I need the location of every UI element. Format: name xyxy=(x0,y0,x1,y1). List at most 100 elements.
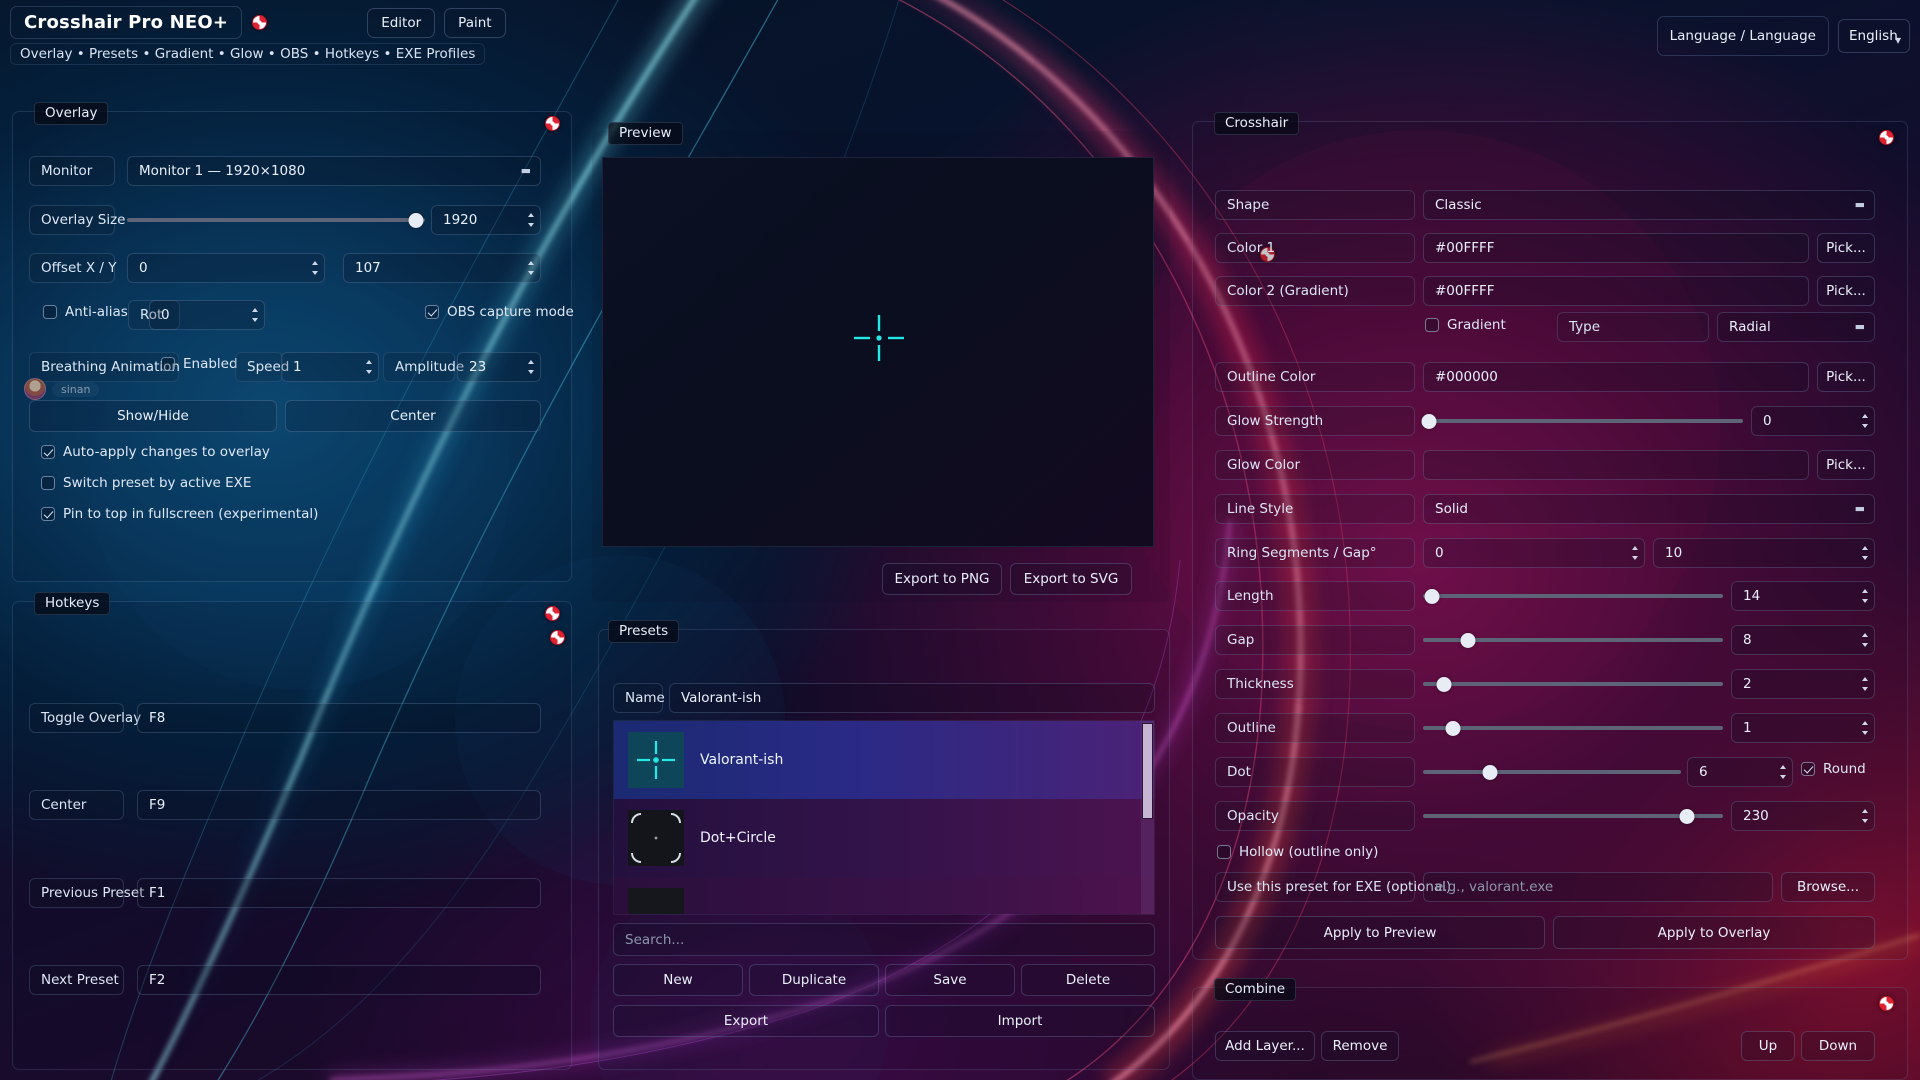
move-layer-down-button[interactable]: Down xyxy=(1801,1031,1875,1061)
color2-pick-button[interactable]: Pick... xyxy=(1817,276,1875,306)
monitor-select[interactable]: Monitor 1 — 1920×1080 ▬ xyxy=(127,156,541,186)
outline-slider[interactable] xyxy=(1423,713,1723,743)
hotkey-input-toggle-overlay[interactable]: F8 xyxy=(137,703,541,733)
apply-to-preview-button[interactable]: Apply to Preview xyxy=(1215,916,1545,949)
list-item-blank[interactable] xyxy=(614,877,1154,914)
ring-segments-input[interactable]: 0 xyxy=(1423,538,1645,568)
stepper-down-icon[interactable] xyxy=(1780,775,1786,779)
browse-button[interactable]: Browse... xyxy=(1781,872,1875,902)
line-style-select[interactable]: Solid ▬ xyxy=(1423,494,1875,524)
preset-delete-button[interactable]: Delete xyxy=(1021,964,1155,996)
export-svg-button[interactable]: Export to SVG xyxy=(1010,563,1132,595)
hotkeys-panel-pin-icon[interactable] xyxy=(545,606,560,621)
gradient-type-select[interactable]: Radial ▬ xyxy=(1717,312,1875,342)
antialias-checkbox[interactable]: Anti-alias xyxy=(43,304,128,320)
stepper-down-icon[interactable] xyxy=(1632,556,1638,560)
presets-panel-pin-icon[interactable] xyxy=(550,630,565,645)
auto-apply-checkbox[interactable]: Auto-apply changes to overlay xyxy=(41,444,270,460)
color1-pick-button[interactable]: Pick... xyxy=(1817,233,1875,263)
dot-input[interactable]: 6 xyxy=(1687,757,1793,787)
preset-search-input[interactable]: Search... xyxy=(613,923,1155,956)
preview-canvas[interactable] xyxy=(602,157,1154,547)
opacity-slider[interactable] xyxy=(1423,801,1723,831)
opacity-input[interactable]: 230 xyxy=(1731,801,1875,831)
gap-input[interactable]: 8 xyxy=(1731,625,1875,655)
dot-slider[interactable] xyxy=(1423,757,1681,787)
rot-input[interactable]: 0 xyxy=(149,300,265,330)
glow-color-input[interactable] xyxy=(1423,450,1809,480)
preset-duplicate-button[interactable]: Duplicate xyxy=(749,964,879,996)
stepper-up-icon[interactable] xyxy=(1632,546,1638,550)
color2-input[interactable]: #00FFFF xyxy=(1423,276,1809,306)
exe-preset-input[interactable]: e.g., valorant.exe xyxy=(1423,872,1773,902)
color1-input[interactable]: #00FFFF xyxy=(1423,233,1809,263)
tab-paint[interactable]: Paint xyxy=(444,7,506,38)
stepper-down-icon[interactable] xyxy=(1862,687,1868,691)
amplitude-input[interactable]: 23 xyxy=(457,352,541,382)
slider-knob[interactable] xyxy=(1460,632,1476,648)
stepper-down-icon[interactable] xyxy=(252,318,258,322)
apply-to-overlay-button[interactable]: Apply to Overlay xyxy=(1553,916,1875,949)
stepper-up-icon[interactable] xyxy=(1862,721,1868,725)
stepper-down-icon[interactable] xyxy=(528,271,534,275)
stepper-down-icon[interactable] xyxy=(1862,599,1868,603)
slider-knob[interactable] xyxy=(1482,764,1498,780)
stepper-down-icon[interactable] xyxy=(366,370,372,374)
round-checkbox[interactable]: Round xyxy=(1801,761,1866,777)
slider-knob[interactable] xyxy=(1679,808,1695,824)
combine-panel-pin-icon[interactable] xyxy=(1879,996,1894,1011)
stepper-up-icon[interactable] xyxy=(1862,677,1868,681)
center-button[interactable]: Center xyxy=(285,400,541,432)
stepper-down-icon[interactable] xyxy=(528,223,534,227)
slider-knob[interactable] xyxy=(1436,676,1452,692)
stepper-down-icon[interactable] xyxy=(1862,731,1868,735)
stepper-up-icon[interactable] xyxy=(528,261,534,265)
overlay-panel-pin-icon[interactable] xyxy=(545,116,560,131)
stepper-down-icon[interactable] xyxy=(528,370,534,374)
move-layer-up-button[interactable]: Up xyxy=(1741,1031,1795,1061)
stepper-up-icon[interactable] xyxy=(1862,633,1868,637)
stepper-up-icon[interactable] xyxy=(1862,809,1868,813)
stepper-down-icon[interactable] xyxy=(1862,819,1868,823)
list-item-valorant-ish[interactable]: Valorant-ish xyxy=(614,721,1154,799)
switch-preset-checkbox[interactable]: Switch preset by active EXE xyxy=(41,475,251,491)
gradient-checkbox[interactable]: Gradient xyxy=(1425,317,1506,333)
pin-top-checkbox[interactable]: Pin to top in fullscreen (experimental) xyxy=(41,506,318,522)
length-slider[interactable] xyxy=(1423,581,1723,611)
thickness-slider[interactable] xyxy=(1423,669,1723,699)
slider-knob[interactable] xyxy=(1421,413,1437,429)
preset-import-button[interactable]: Import xyxy=(885,1005,1155,1037)
stepper-up-icon[interactable] xyxy=(312,261,318,265)
scrollbar-thumb[interactable] xyxy=(1142,723,1153,819)
preset-list[interactable]: Valorant-ish Dot+Circle xyxy=(613,720,1155,915)
preset-name-input[interactable]: Valorant-ish xyxy=(669,683,1155,713)
stepper-up-icon[interactable] xyxy=(528,360,534,364)
offset-x-input[interactable]: 0 xyxy=(127,253,325,283)
stepper-up-icon[interactable] xyxy=(252,308,258,312)
glow-strength-slider[interactable] xyxy=(1421,406,1743,436)
hotkey-input-next-preset[interactable]: F2 xyxy=(137,965,541,995)
outline-color-pick-button[interactable]: Pick... xyxy=(1817,362,1875,392)
preset-save-button[interactable]: Save xyxy=(885,964,1015,996)
outline-color-input[interactable]: #000000 xyxy=(1423,362,1809,392)
stepper-down-icon[interactable] xyxy=(312,271,318,275)
thickness-input[interactable]: 2 xyxy=(1731,669,1875,699)
breathing-enabled-checkbox[interactable]: Enabled xyxy=(161,356,238,372)
language-select[interactable]: English ▾ xyxy=(1838,19,1910,53)
outline-input[interactable]: 1 xyxy=(1731,713,1875,743)
ring-gap-input[interactable]: 10 xyxy=(1653,538,1875,568)
stepper-down-icon[interactable] xyxy=(1862,424,1868,428)
offset-y-input[interactable]: 107 xyxy=(343,253,541,283)
glow-strength-input[interactable]: 0 xyxy=(1751,406,1875,436)
overlay-size-slider[interactable] xyxy=(127,205,425,235)
hollow-checkbox[interactable]: Hollow (outline only) xyxy=(1217,844,1378,860)
gap-slider[interactable] xyxy=(1423,625,1723,655)
stepper-up-icon[interactable] xyxy=(1780,765,1786,769)
remove-layer-button[interactable]: Remove xyxy=(1321,1031,1399,1061)
stepper-up-icon[interactable] xyxy=(1862,414,1868,418)
preset-export-button[interactable]: Export xyxy=(613,1005,879,1037)
glow-color-pick-button[interactable]: Pick... xyxy=(1817,450,1875,480)
stepper-down-icon[interactable] xyxy=(1862,643,1868,647)
preview-panel-pin-icon[interactable] xyxy=(1260,247,1275,262)
crosshair-panel-pin-icon[interactable] xyxy=(1879,130,1894,145)
